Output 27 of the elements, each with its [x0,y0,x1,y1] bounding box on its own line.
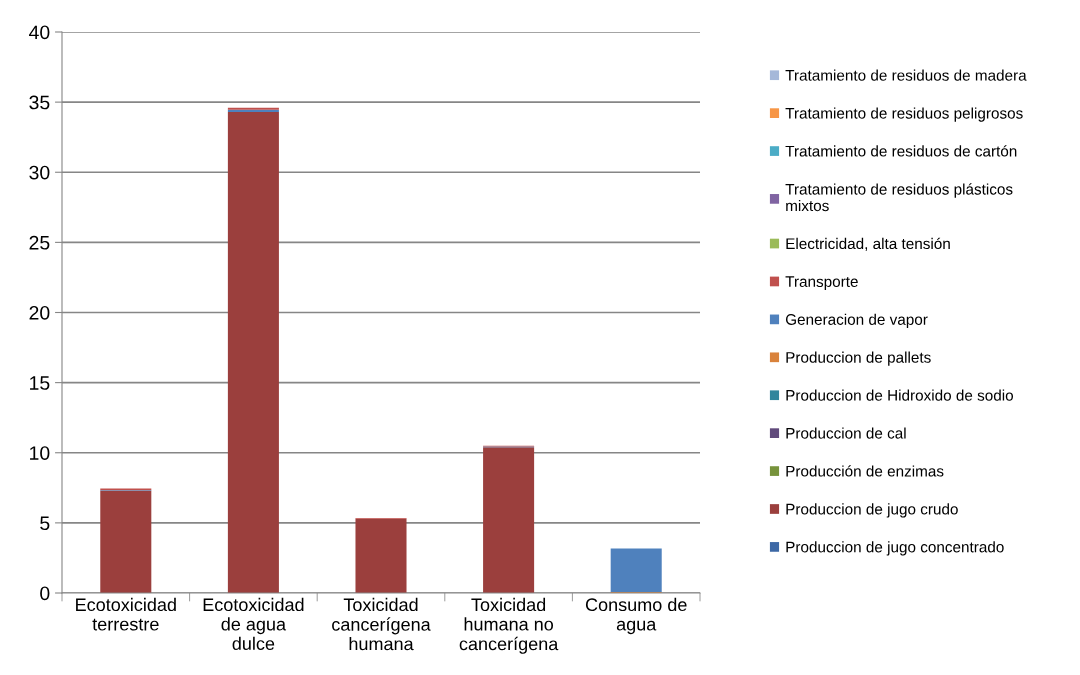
legend-label: Tratamiento de residuos peligrosos [785,107,1023,122]
legend-label: Produccion de pallets [786,351,931,366]
x-tick-label: Toxicidad humana no cancerígena [459,597,559,654]
legend-label: Generacion de vapor [785,313,928,328]
legend-label: Tratamiento de residuos plásticos mixtos [785,183,1013,212]
legend-label: Producción de enzimas [786,465,944,477]
x-tick-label: Ecotoxicidad terrestre [76,597,176,631]
x-tick-label: Toxicidad cancerígena humana [332,597,431,651]
legend-label: Produccion de jugo crudo [786,503,958,518]
y-tick-label: 15 [30,376,50,390]
legend-label: Produccion de Hidroxido de sodio [786,389,1014,401]
y-tick-label: 20 [29,305,50,320]
x-tick-label: Consumo de agua [585,597,687,635]
legend-label: Transporte [785,276,858,291]
y-tick-label: 0 [40,586,50,601]
x-tick-label: Ecotoxicidad de agua dulce [203,597,304,651]
y-tick-label: 10 [30,446,50,460]
y-tick-label: 30 [29,165,50,180]
legend-label: Tratamiento de residuos de cartón [785,145,1017,157]
legend-label: Electricidad, alta tensión [786,237,950,251]
legend-label: Tratamiento de residuos de madera [785,69,1027,81]
y-tick-label: 40 [29,25,50,40]
y-tick-label: 35 [29,95,50,110]
legend-label: Produccion de cal [786,427,906,439]
legend-label: Produccion de jugo concentrado [786,541,1004,556]
y-tick-label: 5 [40,516,50,531]
y-tick-label: 25 [29,235,50,250]
